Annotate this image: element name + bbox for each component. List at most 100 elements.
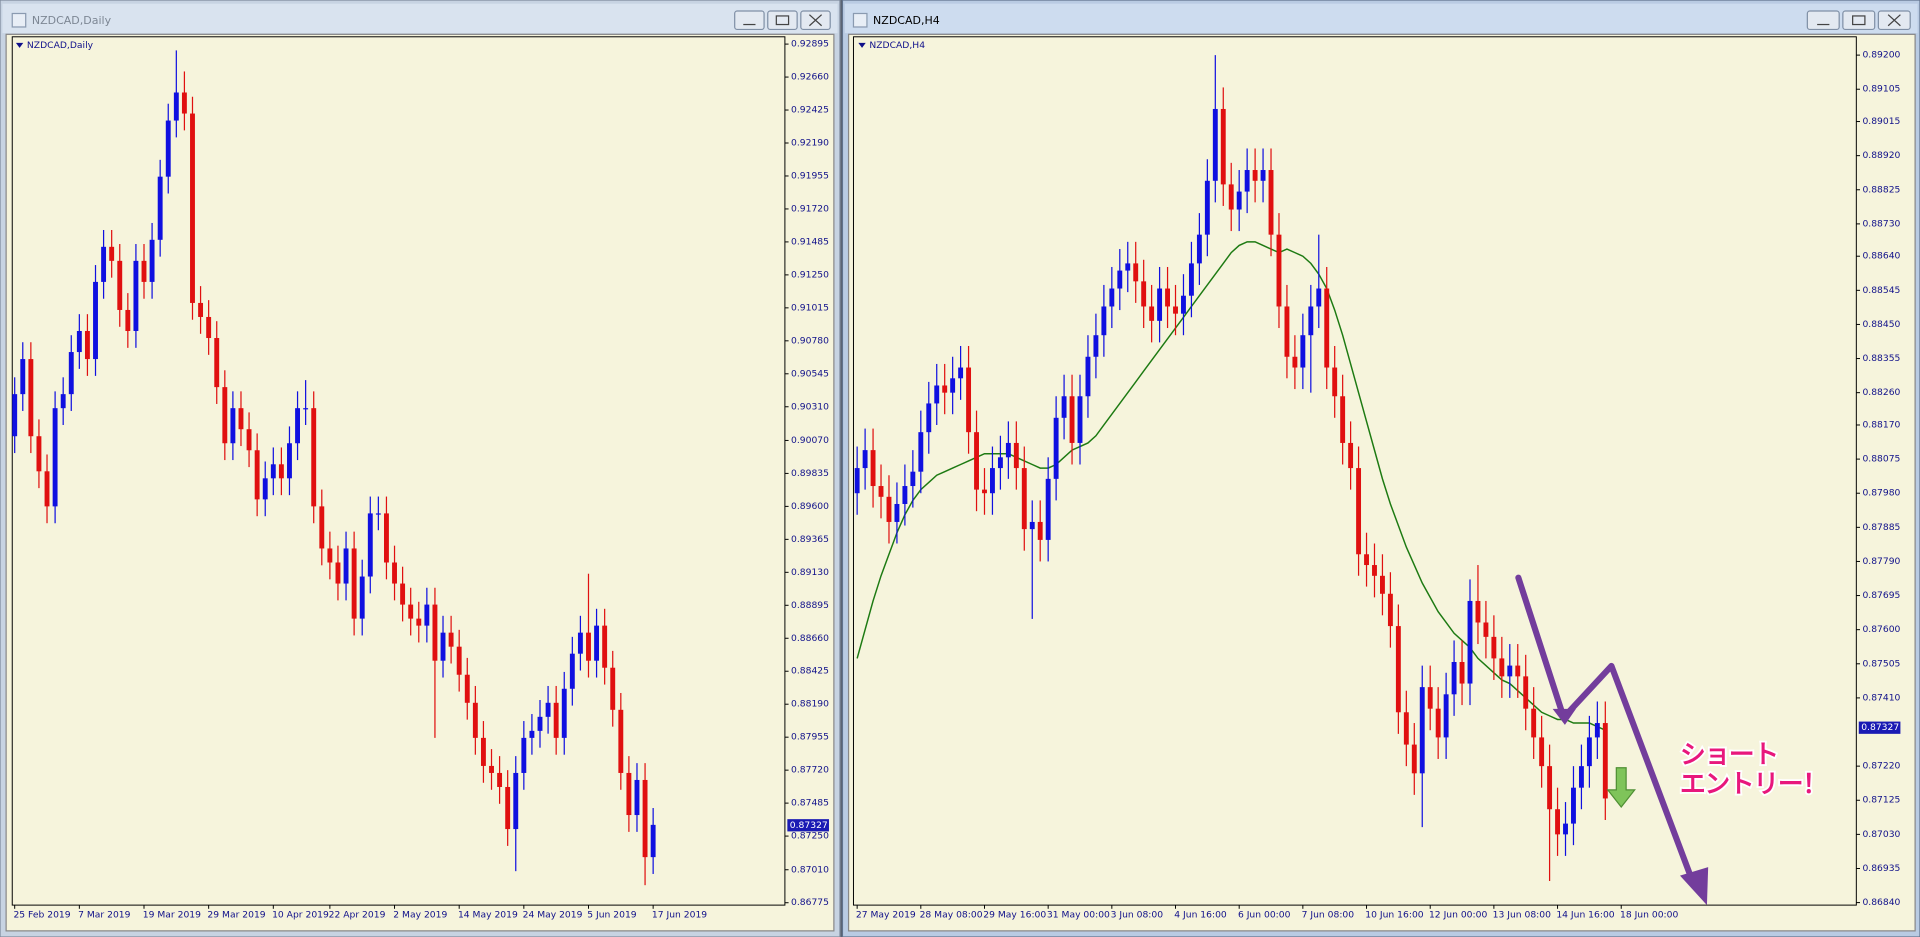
window-icon — [11, 12, 27, 28]
x-tick-label: 31 May 00:00 — [1047, 909, 1110, 920]
candle-body — [1467, 600, 1473, 684]
candle-body — [456, 646, 462, 675]
candle-body — [28, 359, 34, 437]
candle-body — [262, 478, 268, 500]
candle-body — [1539, 737, 1545, 767]
symbol-label: NZDCAD,H4 — [869, 40, 925, 51]
candle-body — [1165, 288, 1170, 307]
candle-body — [287, 443, 292, 479]
candle-body — [870, 450, 876, 487]
window-buttons — [1806, 10, 1911, 31]
x-tick-label: 10 Jun 16:00 — [1365, 909, 1423, 920]
y-tick-label: 0.87220 — [1862, 761, 1900, 772]
candle-body — [125, 309, 131, 332]
candle-body — [1157, 288, 1163, 321]
candle-body — [1029, 521, 1035, 530]
candle-body — [577, 632, 583, 654]
candle-body — [335, 562, 341, 584]
candle-body — [1173, 306, 1178, 314]
y-tick-label: 0.87695 — [1862, 590, 1900, 601]
y-tick-label: 0.88450 — [1862, 319, 1900, 330]
y-tick-label: 0.88545 — [1862, 285, 1900, 296]
x-tick-label: 6 Jun 00:00 — [1238, 909, 1291, 920]
candle-body — [934, 385, 940, 404]
candle-body — [1037, 521, 1043, 540]
candle-body — [942, 385, 948, 393]
y-tick-label: 0.91720 — [791, 203, 829, 214]
x-tick-label: 10 Apr 2019 — [272, 909, 329, 920]
candle-body — [634, 779, 640, 816]
y-tick-label: 0.87790 — [1862, 556, 1900, 567]
candle-body — [101, 246, 107, 282]
candle-body — [537, 716, 543, 731]
price-label: 0.87327 — [790, 820, 828, 831]
window-icon — [852, 12, 868, 28]
icon — [775, 15, 790, 26]
candle-body — [854, 468, 860, 494]
title-bar[interactable] — [844, 3, 1918, 34]
candle-body — [1594, 723, 1600, 738]
candle-body — [1212, 108, 1218, 181]
candle-body — [1284, 306, 1290, 357]
y-tick-label: 0.89200 — [1862, 50, 1900, 61]
candle-body — [974, 432, 979, 490]
y-tick-label: 0.86775 — [791, 897, 829, 908]
y-tick-label: 0.88660 — [791, 633, 829, 644]
candle-body — [68, 352, 74, 395]
y-tick-label: 0.89365 — [791, 534, 829, 545]
candle-body — [1268, 170, 1274, 235]
candle-body — [529, 730, 535, 738]
candle-body — [408, 604, 414, 619]
minimize-button[interactable] — [734, 10, 765, 31]
candle-body — [1403, 712, 1409, 745]
y-tick-label: 0.90310 — [791, 401, 829, 412]
candle-body — [464, 674, 470, 703]
candle-body — [230, 408, 236, 444]
candle-body — [1555, 809, 1560, 835]
minimize-button[interactable] — [1806, 10, 1840, 31]
candle-body — [181, 92, 187, 114]
candle-body — [1380, 575, 1385, 594]
y-tick-label: 0.86935 — [1862, 863, 1900, 874]
candle-body — [1459, 661, 1465, 684]
x-tick-label: 19 Mar 2019 — [143, 909, 201, 920]
candle-body — [1364, 554, 1369, 566]
candle-body — [400, 583, 406, 605]
candle-body — [238, 408, 244, 430]
candle-body — [1451, 661, 1457, 695]
restore-button[interactable] — [1842, 10, 1876, 31]
candle-body — [1188, 263, 1194, 296]
chart[interactable]: NZDCAD,H4 0.89200 0.89105 0.89015 0.88920 0.8… — [852, 36, 1901, 921]
candle-body — [1523, 676, 1529, 709]
restore-button[interactable] — [767, 10, 798, 31]
x-tick-label: 27 May 2019 — [856, 909, 916, 920]
trade-arrow — [1515, 574, 1709, 906]
candle-body — [206, 316, 212, 339]
candle-body — [594, 625, 600, 661]
x-tick-label: 3 Jun 08:00 — [1111, 909, 1164, 920]
candle-body — [416, 618, 422, 626]
candle-body — [489, 765, 494, 773]
candle-body — [990, 468, 995, 494]
candle-body — [351, 548, 357, 619]
y-tick-label: 0.87030 — [1862, 829, 1900, 840]
candle-body — [1236, 191, 1242, 210]
candle-body — [254, 450, 260, 500]
candle-body — [367, 513, 373, 577]
chart[interactable]: NZDCAD,Daily 0.92895 0.92660 0.92425 0.92190… — [11, 36, 829, 921]
candle-body — [214, 338, 220, 388]
candle-body — [1204, 180, 1210, 235]
candle-body — [902, 486, 908, 504]
candle-body — [1475, 600, 1481, 623]
candle-body — [60, 394, 66, 409]
y-tick-label: 0.86840 — [1862, 897, 1900, 908]
title-bar[interactable] — [2, 3, 838, 34]
y-tick-label: 0.87885 — [1862, 522, 1900, 533]
candle-body — [561, 688, 567, 738]
candle-body — [1053, 417, 1059, 479]
candle-body — [424, 604, 430, 626]
candle-body — [602, 625, 608, 668]
x-tick-label: 29 May 16:00 — [983, 909, 1046, 920]
candle-body — [650, 824, 656, 858]
y-tick-label: 0.91955 — [791, 170, 829, 181]
